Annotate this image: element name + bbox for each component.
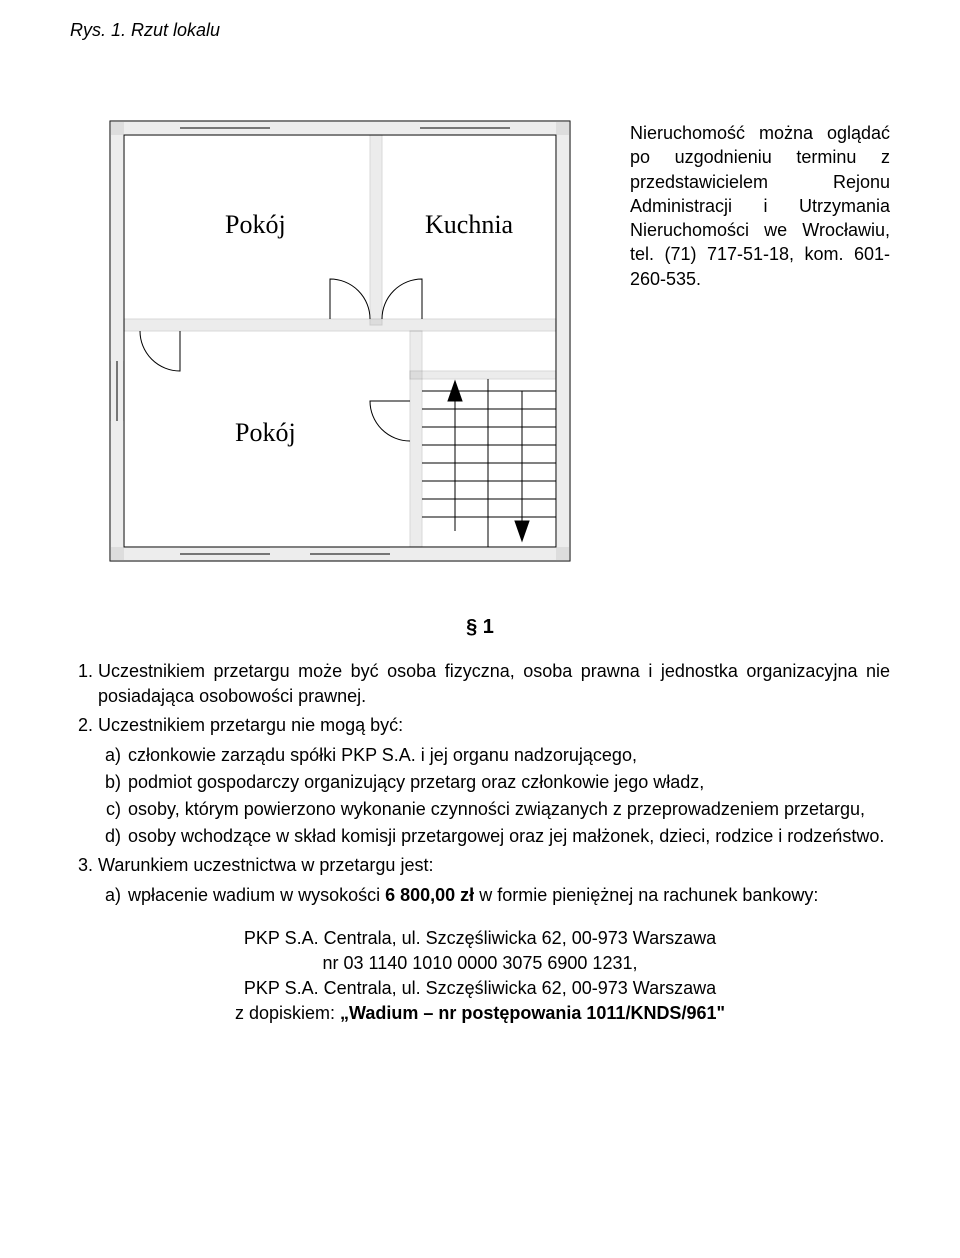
term-3: Warunkiem uczestnictwa w przetargu jest:… [98, 853, 890, 907]
term-2a: członkowie zarządu spółki PKP S.A. i jej… [126, 743, 890, 768]
term-3a: wpłacenie wadium w wysokości 6 800,00 zł… [126, 883, 890, 908]
bank-line-4-pre: z dopiskiem: [235, 1003, 340, 1023]
room-label-kuchnia: Kuchnia [425, 210, 514, 239]
floorplan-container: Pokój Kuchnia Pokój [70, 61, 600, 586]
viewing-info-paragraph: Nieruchomość można oglądać po uzgodnieni… [630, 61, 890, 291]
term-3a-post: w formie pieniężnej na rachunek bankowy: [474, 885, 818, 905]
section-number: § 1 [70, 616, 890, 639]
term-2b: podmiot gospodarczy organizujący przetar… [126, 770, 890, 795]
term-2: Uczestnikiem przetargu nie mogą być: czł… [98, 713, 890, 849]
bank-line-4-bold: „Wadium – nr postępowania 1011/KNDS/961" [340, 1003, 725, 1023]
term-3-text: Warunkiem uczestnictwa w przetargu jest: [98, 855, 433, 875]
terms-list: Uczestnikiem przetargu może być osoba fi… [70, 659, 890, 908]
figure-row: Pokój Kuchnia Pokój Nieruchomość można o… [70, 61, 890, 586]
bank-line-1: PKP S.A. Centrala, ul. Szczęśliwicka 62,… [70, 926, 890, 951]
bank-line-4: z dopiskiem: „Wadium – nr postępowania 1… [70, 1001, 890, 1026]
term-3-sublist: wpłacenie wadium w wysokości 6 800,00 zł… [98, 883, 890, 908]
bank-line-2: nr 03 1140 1010 0000 3075 6900 1231, [70, 951, 890, 976]
room-label-pokoj-1: Pokój [225, 210, 286, 239]
term-3a-pre: wpłacenie wadium w wysokości [128, 885, 385, 905]
document-page: Rys. 1. Rzut lokalu [0, 0, 960, 1066]
term-2d: osoby wchodzące w skład komisji przetarg… [126, 824, 890, 849]
term-3a-amount: 6 800,00 zł [385, 885, 474, 905]
term-2-sublist: członkowie zarządu spółki PKP S.A. i jej… [98, 743, 890, 850]
term-1: Uczestnikiem przetargu może być osoba fi… [98, 659, 890, 709]
room-label-pokoj-2: Pokój [235, 418, 296, 447]
bank-details: PKP S.A. Centrala, ul. Szczęśliwicka 62,… [70, 926, 890, 1027]
bank-line-3: PKP S.A. Centrala, ul. Szczęśliwicka 62,… [70, 976, 890, 1001]
term-2c: osoby, którym powierzono wykonanie czynn… [126, 797, 890, 822]
floorplan-svg: Pokój Kuchnia Pokój [70, 61, 600, 581]
term-2-text: Uczestnikiem przetargu nie mogą być: [98, 715, 403, 735]
figure-caption: Rys. 1. Rzut lokalu [70, 20, 890, 41]
